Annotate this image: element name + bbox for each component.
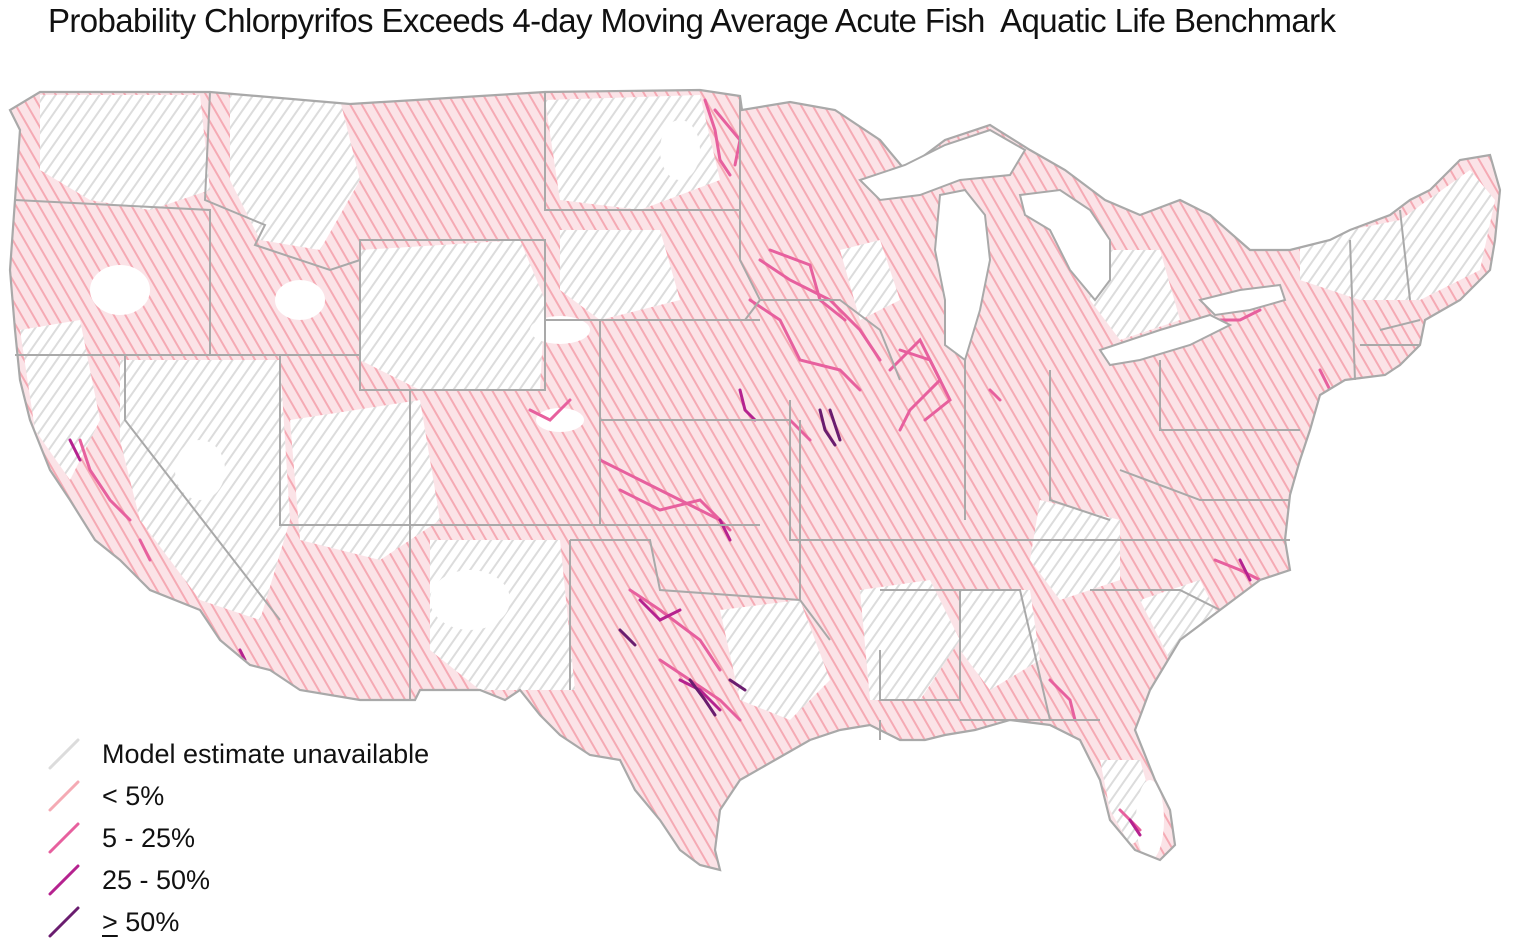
legend-label-less-than-5: < 5% xyxy=(102,781,165,811)
map-title: Probability Chlorpyrifos Exceeds 4-day M… xyxy=(48,2,1336,39)
legend-swatch-less-than-5 xyxy=(48,780,80,812)
legend-label-unavailable: Model estimate unavailable xyxy=(102,739,430,769)
legend-swatch-5-25 xyxy=(48,822,80,854)
legend-label-5-25: 5 - 25% xyxy=(102,823,196,853)
moderate-probability-streams xyxy=(78,98,1332,832)
legend-swatch-unavailable xyxy=(48,738,80,770)
legend-swatch-25-50 xyxy=(48,864,80,896)
legend-swatch-ge-50 xyxy=(48,906,80,938)
legend-item-5-25: 5 - 25% xyxy=(46,818,506,860)
no-stream-regions xyxy=(90,120,1164,860)
legend-item-unavailable: Model estimate unavailable xyxy=(46,734,506,776)
very-high-probability-streams xyxy=(618,408,842,717)
legend: Model estimate unavailable < 5% 5 - 25% … xyxy=(46,734,506,944)
legend-item-ge-50: > 50% xyxy=(46,902,506,944)
state-boundaries xyxy=(14,91,1421,740)
greater-equal-symbol: > xyxy=(102,907,118,937)
legend-label-25-50: 25 - 50% xyxy=(102,865,211,895)
legend-label-ge-50-text: 50% xyxy=(117,907,180,937)
high-probability-streams xyxy=(68,388,1252,837)
legend-item-less-than-5: < 5% xyxy=(46,776,506,818)
great-lakes xyxy=(858,128,1287,367)
legend-item-25-50: 25 - 50% xyxy=(46,860,506,902)
legend-label-ge-50: > 50% xyxy=(102,904,179,940)
